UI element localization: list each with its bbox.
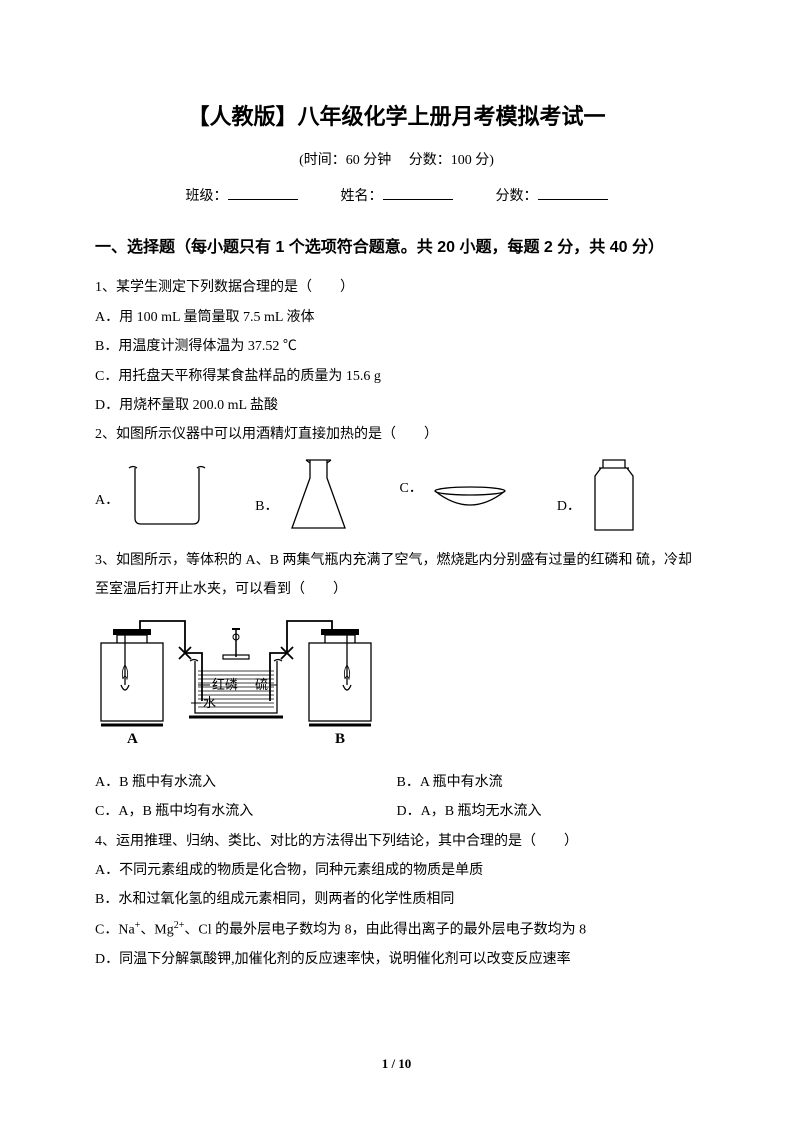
q1-b: B．用温度计测得体温为 37.52 ℃ — [95, 332, 698, 361]
info-line: 班级： 姓名： 分数： — [95, 183, 698, 211]
q3-label-shui: 水 — [203, 695, 216, 710]
q1: 1、某学生测定下列数据合理的是（ ） A．用 100 mL 量筒量取 7.5 m… — [95, 273, 698, 420]
q4-c: C．Na+、Mg2+、Cl 的最外层电子数均为 8，由此得出离子的最外层电子数均… — [95, 915, 698, 945]
q2-opt-b: B． — [255, 456, 351, 534]
q3-diagram: 红磷 硫 水 A B — [95, 613, 698, 764]
q2-a-label: A． — [95, 486, 119, 527]
q1-stem: 1、某学生测定下列数据合理的是（ ） — [95, 273, 698, 302]
doc-subtitle: (时间：60 分钟 分数：100 分) — [95, 147, 698, 175]
beaker-icon — [127, 462, 207, 527]
page-number: 1 / 10 — [0, 1051, 793, 1077]
q4: 4、运用推理、归纳、类比、对比的方法得出下列结论，其中合理的是（ ） A．不同元… — [95, 827, 698, 975]
q3: 3、如图所示，等体积的 A、B 两集气瓶内充满了空气，燃烧匙内分别盛有过量的红磷… — [95, 546, 698, 827]
score-blank — [538, 184, 608, 200]
class-label: 班级： — [186, 189, 228, 204]
q4-b: B．水和过氧化氢的组成元素相同，则两者的化学性质相同 — [95, 885, 698, 914]
q1-d: D．用烧杯量取 200.0 mL 盐酸 — [95, 391, 698, 420]
q3-label-b: B — [335, 731, 345, 747]
q3-b: B．A 瓶中有水流 — [397, 768, 699, 797]
q1-c: C．用托盘天平称得某食盐样品的质量为 15.6 g — [95, 362, 698, 391]
reagent-bottle-icon — [589, 456, 639, 534]
q4-stem: 4、运用推理、归纳、类比、对比的方法得出下列结论，其中合理的是（ ） — [95, 827, 698, 856]
q2-opt-c: C． — [399, 474, 508, 515]
q1-a: A．用 100 mL 量筒量取 7.5 mL 液体 — [95, 303, 698, 332]
q3-d: D．A，B 瓶均无水流入 — [397, 797, 699, 826]
q3-c: C．A，B 瓶中均有水流入 — [95, 797, 397, 826]
evaporating-dish-icon — [431, 485, 509, 515]
q2-b-label: B． — [255, 492, 278, 533]
class-blank — [228, 184, 298, 200]
q2-stem: 2、如图所示仪器中可以用酒精灯直接加热的是（ ） — [95, 420, 698, 449]
score-label: 分数： — [496, 189, 538, 204]
q2-d-label: D． — [557, 492, 581, 533]
q2-opt-a: A． — [95, 462, 207, 527]
q2-opt-d: D． — [557, 456, 639, 534]
q3-label-a: A — [127, 731, 138, 747]
q3-label-liu: 硫 — [255, 677, 268, 692]
doc-title: 【人教版】八年级化学上册月考模拟考试一 — [95, 95, 698, 139]
q3-a: A．B 瓶中有水流入 — [95, 768, 397, 797]
q2: 2、如图所示仪器中可以用酒精灯直接加热的是（ ） A． B． C． — [95, 420, 698, 533]
name-label: 姓名： — [341, 189, 383, 204]
flask-icon — [286, 456, 351, 534]
q4-a: A．不同元素组成的物质是化合物，同种元素组成的物质是单质 — [95, 856, 698, 885]
section-1-title: 一、选择题（每小题只有 1 个选项符合题意。共 20 小题，每题 2 分，共 4… — [95, 229, 698, 267]
q4-d: D．同温下分解氯酸钾,加催化剂的反应速率快，说明催化剂可以改变反应速率 — [95, 945, 698, 974]
q3-stem: 3、如图所示，等体积的 A、B 两集气瓶内充满了空气，燃烧匙内分别盛有过量的红磷… — [95, 546, 698, 605]
q3-label-hongl: 红磷 — [212, 677, 238, 692]
q2-options: A． B． C． D． — [95, 456, 698, 534]
q2-c-label: C． — [399, 474, 422, 515]
name-blank — [383, 184, 453, 200]
